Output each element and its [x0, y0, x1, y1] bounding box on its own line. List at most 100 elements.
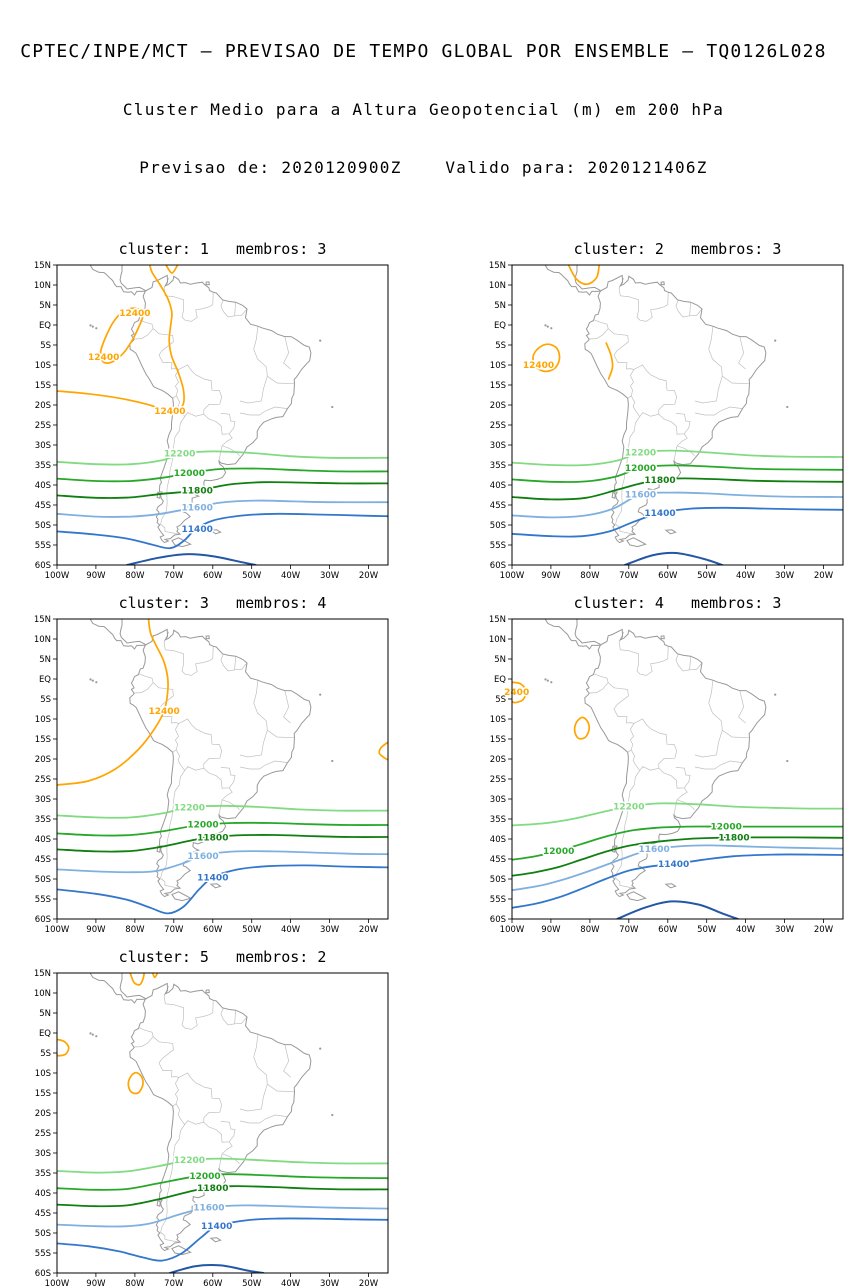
- lat-tick-label: 45S: [490, 501, 506, 511]
- lat-tick-label: 30S: [35, 1149, 51, 1159]
- country-border-line: [240, 730, 267, 757]
- lon-tick-label: 50W: [242, 925, 262, 935]
- small-island-dot: [544, 678, 546, 680]
- lat-tick-label: 35S: [35, 1169, 51, 1179]
- small-island-dot: [547, 680, 549, 682]
- island-outline: [627, 538, 646, 547]
- lat-tick-label: 20S: [35, 401, 51, 411]
- lon-tick-label: 40W: [281, 571, 301, 581]
- contour-label-11400: 11400: [644, 509, 675, 519]
- small-island-dot: [92, 680, 94, 682]
- lat-tick-label: 10N: [34, 635, 51, 645]
- lat-tick-label: 15S: [490, 735, 506, 745]
- contour-label-12000: 12000: [187, 821, 218, 831]
- country-border-line: [240, 1084, 267, 1111]
- lat-tick-label: 10N: [34, 281, 51, 291]
- country-border-line: [608, 683, 634, 724]
- panel-title-2: cluster: 2 membros: 3: [512, 240, 843, 258]
- lat-tick-label: 15S: [490, 381, 506, 391]
- contour-11600: [57, 851, 388, 872]
- small-island-dot: [331, 406, 333, 408]
- contour-12000: [57, 468, 388, 481]
- country-border-line: [709, 680, 723, 730]
- coastline: [130, 629, 311, 896]
- country-border-line: [164, 986, 185, 1028]
- island-outline: [211, 884, 221, 888]
- lat-tick-label: 60S: [35, 1269, 51, 1279]
- lon-tick-label: 20W: [359, 925, 379, 935]
- island-outline: [627, 892, 646, 901]
- small-island-dot: [319, 340, 321, 342]
- country-border-line: [175, 719, 221, 771]
- lat-tick-label: 5N: [39, 1009, 51, 1019]
- lon-tick-label: 40W: [736, 571, 756, 581]
- country-border-line: [683, 656, 691, 671]
- lat-tick-label: 40S: [490, 835, 506, 845]
- contour-12200: [57, 806, 388, 818]
- lat-tick-label: 30S: [490, 795, 506, 805]
- contour-11200: [617, 901, 738, 919]
- map-layers: [512, 265, 843, 565]
- country-border-line: [630, 365, 676, 417]
- lat-tick-label: 5N: [39, 301, 51, 311]
- country-border-line: [175, 1073, 221, 1125]
- lat-tick-label: 60S: [35, 915, 51, 925]
- country-border-line: [619, 632, 640, 674]
- coastline: [545, 619, 600, 649]
- lon-tick-label: 50W: [697, 925, 717, 935]
- country-border-line: [240, 407, 288, 415]
- contour-12200: [512, 803, 843, 825]
- lat-tick-label: 15N: [34, 261, 51, 271]
- country-border-line: [221, 300, 228, 317]
- contour-label-11600: 11600: [638, 845, 669, 855]
- country-border-line: [628, 396, 632, 398]
- lat-tick-label: EQ: [494, 321, 506, 331]
- small-island-dot: [95, 1035, 97, 1037]
- country-border-line: [722, 376, 749, 384]
- map-cluster-3: 12400122001200011800116001140015N10N5NEQ…: [12, 614, 397, 934]
- lon-tick-label: 60W: [658, 571, 678, 581]
- country-border-line: [204, 413, 235, 434]
- contour-label-2400: 2400: [504, 688, 529, 698]
- contour-label-12000: 12000: [625, 464, 656, 474]
- country-border-line: [640, 305, 668, 322]
- lon-tick-label: 80W: [125, 571, 145, 581]
- contour-label-12400: 12400: [88, 353, 119, 363]
- lat-tick-label: 15S: [35, 1089, 51, 1099]
- map-cluster-4: 240012200120001200011800116001140015N10N…: [467, 614, 847, 934]
- contour-label-12200: 12200: [613, 803, 644, 813]
- lon-tick-label: 90W: [541, 571, 561, 581]
- contour-11200: [127, 554, 256, 565]
- contour-label-11800: 11800: [644, 476, 675, 486]
- panel-title-5: cluster: 5 membros: 2: [57, 948, 388, 966]
- lon-tick-label: 30W: [320, 571, 340, 581]
- country-border-line: [240, 761, 288, 769]
- coastline: [585, 275, 766, 542]
- contour-label-11800: 11800: [197, 1184, 228, 1194]
- lat-tick-label: 30S: [35, 795, 51, 805]
- lat-axis: 15N10N5NEQ5S10S15S20S25S30S35S40S45S50S5…: [489, 261, 512, 571]
- contour-12400: [379, 742, 388, 760]
- lon-tick-label: 60W: [203, 1279, 223, 1288]
- lat-tick-label: 20S: [35, 1109, 51, 1119]
- lon-tick-label: 20W: [814, 571, 834, 581]
- panel-title-3: cluster: 3 membros: 4: [57, 594, 388, 612]
- contour-label-12400: 12400: [119, 309, 150, 319]
- small-island-dot: [89, 678, 91, 680]
- small-island-dot: [547, 326, 549, 328]
- lat-tick-label: 40S: [490, 481, 506, 491]
- coastline: [90, 619, 145, 649]
- lat-tick-label: 20S: [35, 755, 51, 765]
- island-outline: [206, 990, 209, 993]
- lon-tick-label: 30W: [775, 571, 795, 581]
- lat-tick-label: 5N: [39, 655, 51, 665]
- country-border-line: [228, 1010, 236, 1025]
- lat-tick-label: 5S: [495, 341, 506, 351]
- small-island-dot: [89, 1032, 91, 1034]
- contour-label-11400: 11400: [201, 1222, 232, 1232]
